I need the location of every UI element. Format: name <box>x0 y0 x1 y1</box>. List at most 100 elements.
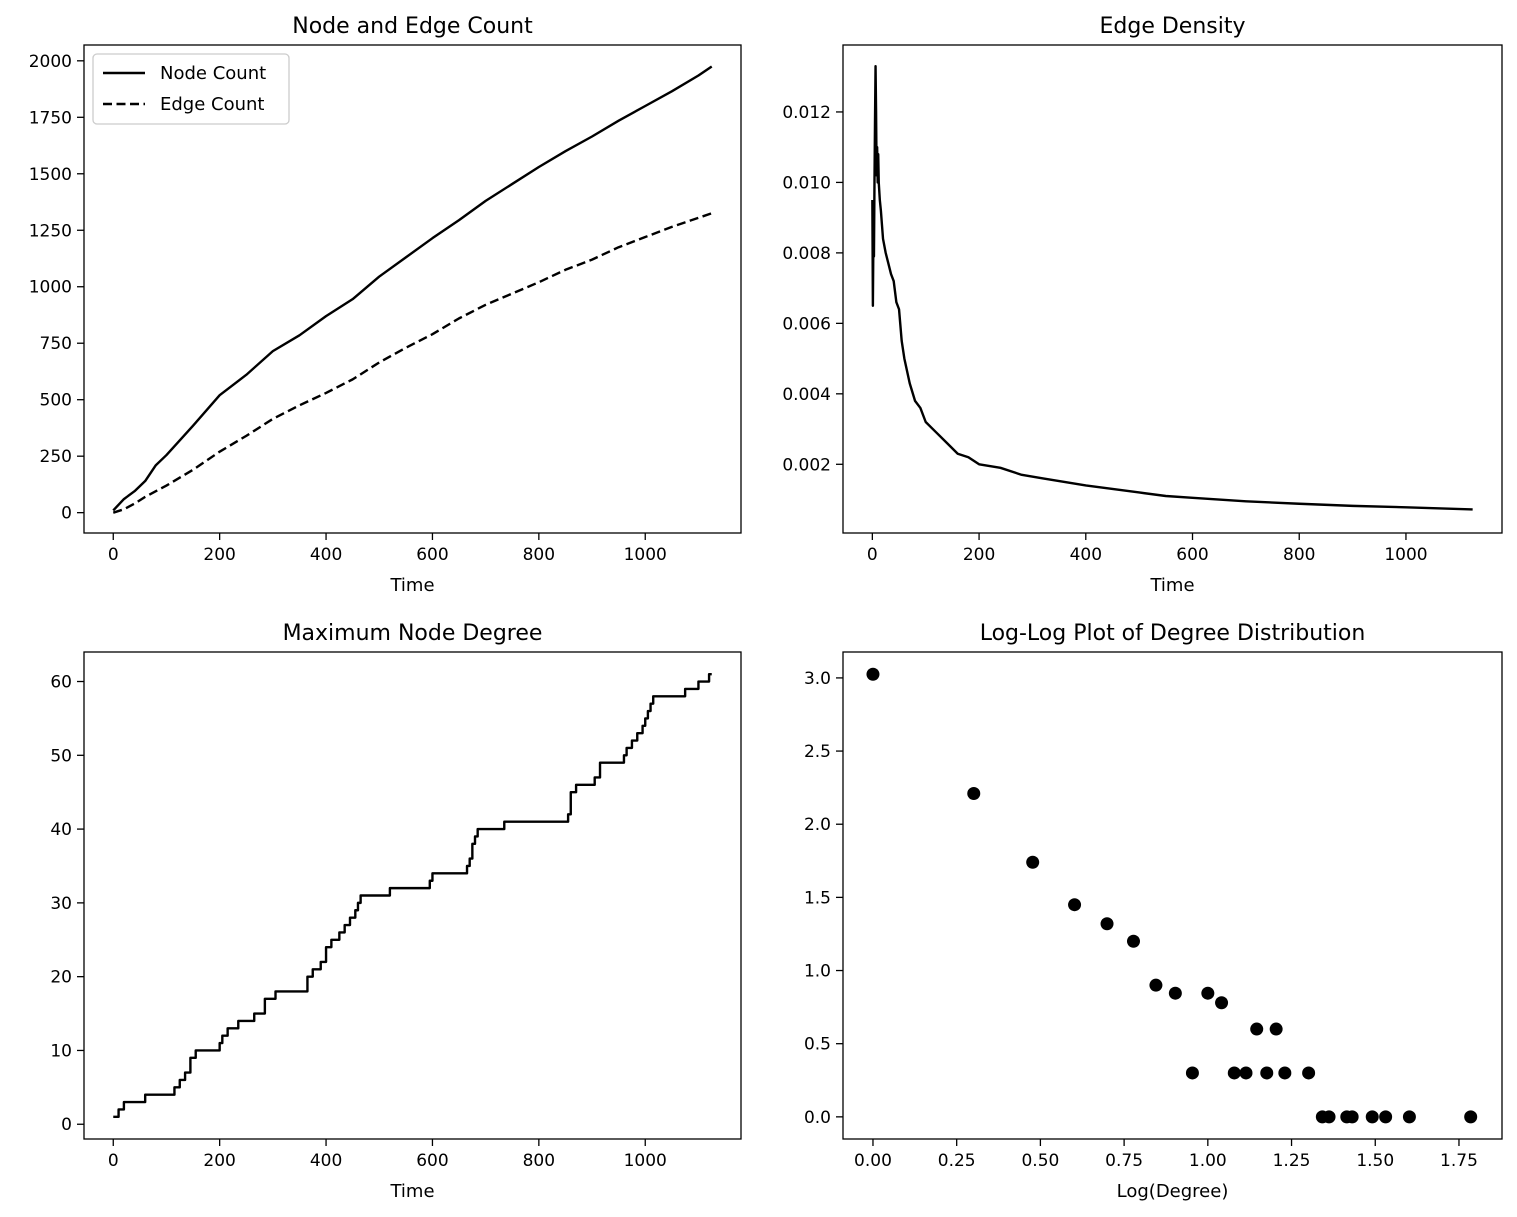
plot-frame <box>83 651 742 1140</box>
x-tick-label: 1.50 <box>1356 1151 1394 1171</box>
y-tick-label: 40 <box>50 820 72 840</box>
data-point <box>1260 1066 1274 1080</box>
chart-node-edge-count: Node and Edge Count 0 200 400 600 800 1000 0 250… <box>29 14 742 596</box>
y-tick-label: 2.0 <box>804 815 831 835</box>
x-tick-label: 600 <box>416 1151 448 1171</box>
x-tick-label: 1000 <box>624 545 667 565</box>
plot-frame <box>83 44 742 534</box>
data-point <box>967 786 981 800</box>
x-tick-label: 1.75 <box>1440 1151 1478 1171</box>
data-point <box>1250 1022 1264 1036</box>
series-line <box>113 672 712 1119</box>
chart-title: Maximum Node Degree <box>283 621 543 646</box>
y-tick-label: 1.5 <box>804 888 831 908</box>
y-tick-label: 20 <box>50 968 72 988</box>
y-tick-label: 750 <box>40 334 72 354</box>
y-tick-label: 1750 <box>29 108 72 128</box>
data-point <box>1215 996 1229 1010</box>
legend: Node Count Edge Count <box>92 53 290 125</box>
x-axis-label: Time <box>389 1181 434 1202</box>
x-tick-label: 200 <box>203 545 235 565</box>
data-point <box>1464 1110 1478 1124</box>
data-point <box>866 667 880 681</box>
y-tick-label: 0.008 <box>782 244 831 264</box>
data-point <box>1402 1110 1416 1124</box>
x-tick-label: 1000 <box>624 1151 667 1171</box>
y-tick-label: 1250 <box>29 221 72 241</box>
y-tick-label: 0.0 <box>804 1108 831 1128</box>
x-tick-label: 0.75 <box>1105 1151 1143 1171</box>
chart-log-log-degree: Log-Log Plot of Degree Distribution 0.00 0… <box>804 621 1503 1202</box>
y-tick-label: 0.012 <box>782 103 831 123</box>
y-tick-label: 0.006 <box>782 314 831 334</box>
data-point <box>1345 1110 1359 1124</box>
y-tick-label: 0.5 <box>804 1035 831 1055</box>
chart-edge-density: Edge Density 0 200 400 600 800 1000 0.002 0.004 0… <box>782 14 1503 596</box>
plot-frame <box>842 44 1503 534</box>
data-point <box>1168 986 1182 1000</box>
series-line <box>112 65 713 512</box>
plot-frame <box>842 651 1503 1140</box>
x-tick-label: 1.00 <box>1189 1151 1227 1171</box>
y-tick-label: 50 <box>50 746 72 766</box>
x-tick-label: 800 <box>523 1151 555 1171</box>
data-point <box>1227 1066 1241 1080</box>
y-tick-label: 1.0 <box>804 962 831 982</box>
y-tick-label: 0 <box>61 1115 72 1135</box>
data-point <box>1026 855 1040 869</box>
data-point <box>1269 1022 1283 1036</box>
data-point <box>1379 1110 1393 1124</box>
y-tick-label: 0.002 <box>782 455 831 475</box>
data-point <box>1185 1066 1199 1080</box>
y-tick-label: 0 <box>61 504 72 524</box>
x-tick-label: 0 <box>108 1151 119 1171</box>
y-tick-label: 60 <box>50 673 72 693</box>
x-tick-label: 200 <box>203 1151 235 1171</box>
y-tick-label: 500 <box>40 391 72 411</box>
y-tick-label: 1500 <box>29 165 72 185</box>
x-tick-label: 600 <box>416 545 448 565</box>
x-tick-label: 800 <box>1283 545 1315 565</box>
y-tick-label: 2000 <box>29 52 72 72</box>
data-point <box>1149 978 1163 992</box>
y-tick-label: 0.004 <box>782 385 831 405</box>
chart-title: Edge Density <box>1100 14 1246 39</box>
x-axis-label: Log(Degree) <box>1117 1181 1229 1202</box>
chart-max-node-degree: Maximum Node Degree 0 200 400 600 800 1000 0 10 2… <box>50 621 742 1202</box>
y-tick-label: 10 <box>50 1041 72 1061</box>
x-tick-label: 0.25 <box>938 1151 976 1171</box>
x-axis-label: Time <box>1149 575 1194 596</box>
x-tick-label: 0.00 <box>854 1151 892 1171</box>
data-point <box>1201 986 1215 1000</box>
data-point <box>1365 1110 1379 1124</box>
y-tick-label: 1000 <box>29 278 72 298</box>
x-tick-label: 600 <box>1176 545 1208 565</box>
legend-label: Node Count <box>160 63 266 84</box>
x-axis-label: Time <box>389 575 434 596</box>
data-point <box>1068 898 1082 912</box>
y-tick-label: 2.5 <box>804 742 831 762</box>
y-tick-label: 30 <box>50 894 72 914</box>
y-tick-label: 3.0 <box>804 669 831 689</box>
chart-title: Node and Edge Count <box>292 14 533 39</box>
y-tick-label: 0.010 <box>782 173 831 193</box>
data-point <box>1278 1066 1292 1080</box>
legend-box <box>92 53 290 125</box>
data-point <box>1100 917 1114 931</box>
chart-title: Log-Log Plot of Degree Distribution <box>980 621 1366 646</box>
x-tick-label: 400 <box>1070 545 1102 565</box>
x-tick-label: 1.25 <box>1273 1151 1311 1171</box>
data-point <box>1302 1066 1316 1080</box>
x-tick-label: 400 <box>310 1151 342 1171</box>
series-line <box>871 64 1473 511</box>
legend-label: Edge Count <box>160 94 264 115</box>
x-tick-label: 0.50 <box>1021 1151 1059 1171</box>
data-point <box>1322 1110 1336 1124</box>
data-point <box>1239 1066 1253 1080</box>
x-tick-label: 0 <box>108 545 119 565</box>
x-tick-label: 1000 <box>1384 545 1427 565</box>
x-tick-label: 800 <box>523 545 555 565</box>
x-tick-label: 400 <box>310 545 342 565</box>
series-line <box>112 212 713 514</box>
